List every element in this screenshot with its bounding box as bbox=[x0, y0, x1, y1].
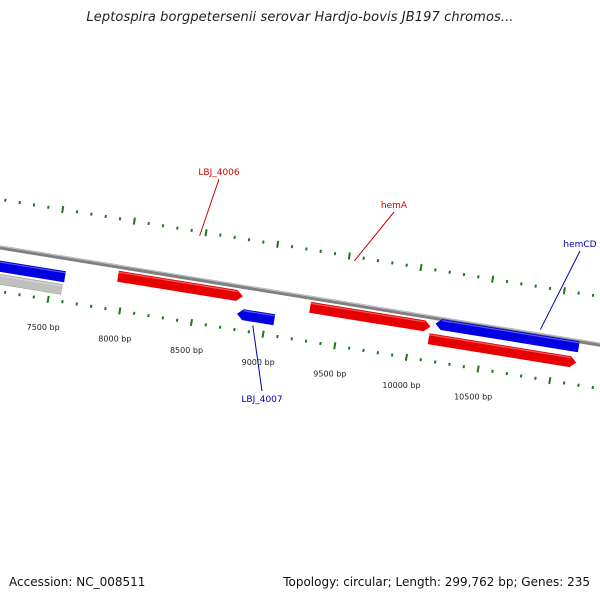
gene-unlabeled bbox=[0, 260, 66, 283]
outer-tick-track bbox=[4, 198, 595, 298]
gene-label: LBJ_4007 bbox=[241, 395, 282, 405]
topology-info: Topology: circular; Length: 299,762 bp; … bbox=[283, 575, 590, 589]
topology-value: circular bbox=[343, 575, 388, 589]
inner-tick bbox=[476, 365, 480, 373]
outer-tick bbox=[491, 275, 495, 283]
gene-label-leader bbox=[199, 178, 220, 236]
genes-label: Genes: bbox=[521, 575, 564, 589]
backbone-line bbox=[0, 245, 600, 344]
outer-tick bbox=[419, 263, 423, 272]
scale-tick-label: 10500 bp bbox=[454, 393, 492, 402]
gene-label-leader bbox=[252, 325, 263, 392]
gene-label: LBJ_4006 bbox=[198, 168, 240, 178]
feature-group bbox=[0, 260, 580, 368]
outer-tick bbox=[204, 229, 208, 237]
gene-label-leader bbox=[354, 211, 395, 262]
gene-label: hemCD bbox=[563, 240, 596, 250]
inner-tick bbox=[261, 330, 265, 338]
length-label: Length: bbox=[395, 575, 441, 589]
inner-tick bbox=[333, 342, 337, 350]
outer-tick bbox=[276, 240, 280, 248]
gene-hema bbox=[309, 301, 431, 332]
gene-lbj-4006 bbox=[117, 270, 243, 301]
feature-other bbox=[0, 274, 63, 295]
outer-tick bbox=[61, 205, 65, 214]
scale-tick-label: 7500 bp bbox=[27, 323, 60, 332]
inner-tick bbox=[46, 295, 50, 303]
accession-label: Accession: bbox=[9, 575, 73, 589]
gene-highlight bbox=[0, 261, 66, 274]
scale-tick-label: 10000 bp bbox=[382, 381, 420, 390]
sequence-title: Leptospira borgpetersenii serovar Hardjo… bbox=[86, 10, 514, 25]
gene-lbj-4007 bbox=[237, 309, 276, 326]
gene-highlight bbox=[310, 302, 426, 323]
scale-tick-label: 9500 bp bbox=[313, 369, 346, 378]
topology-label: Topology: bbox=[283, 575, 340, 589]
scale-tick-label: 8000 bp bbox=[98, 335, 131, 344]
gene-highlight bbox=[0, 275, 63, 287]
gene-highlight bbox=[118, 271, 238, 293]
gene-highlight bbox=[442, 320, 580, 344]
gene-label-leader bbox=[539, 250, 581, 330]
inner-tick bbox=[189, 318, 194, 327]
scale-tick-label: 8500 bp bbox=[170, 346, 203, 355]
outer-tick bbox=[132, 217, 136, 225]
genes-value: 235 bbox=[567, 575, 590, 589]
gene-highlight bbox=[429, 334, 571, 359]
inner-tick-track bbox=[3, 290, 595, 390]
outer-tick bbox=[562, 287, 566, 295]
inner-tick bbox=[404, 353, 409, 362]
gene-highlight bbox=[243, 310, 276, 317]
inner-tick bbox=[118, 307, 122, 315]
gene-label: hemA bbox=[381, 201, 408, 211]
gene-unlabeled bbox=[427, 333, 577, 368]
accession-value: NC_008511 bbox=[76, 575, 146, 589]
gene-hemcd bbox=[435, 319, 580, 353]
accession-info: Accession: NC_008511 bbox=[9, 575, 145, 589]
gene-label-group: LBJ_4006 LBJ_4007 hemA hemCD bbox=[198, 168, 596, 405]
inner-tick bbox=[548, 376, 552, 385]
length-value: 299,762 bp bbox=[444, 575, 514, 589]
outer-tick bbox=[347, 252, 351, 260]
